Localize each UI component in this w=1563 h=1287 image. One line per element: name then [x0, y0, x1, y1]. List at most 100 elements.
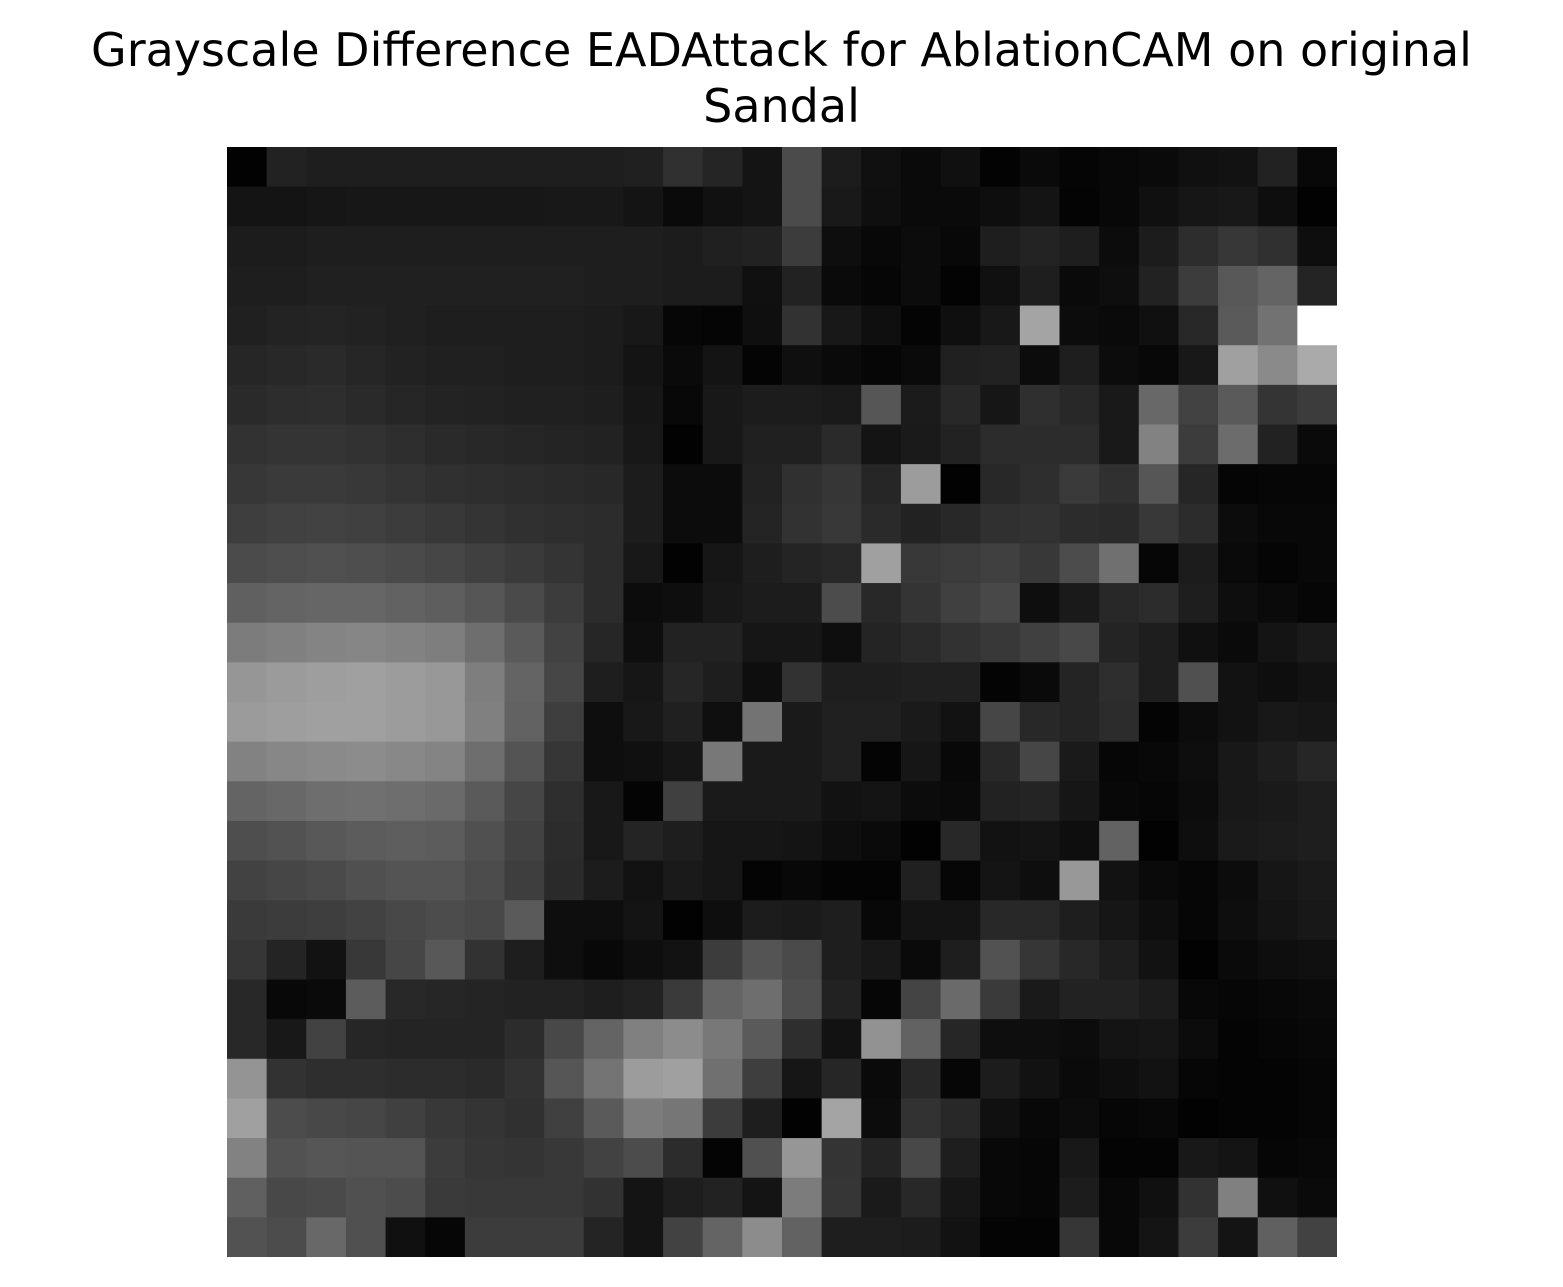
heatmap-cell-26-11 [663, 1177, 704, 1218]
heatmap-cell-21-1 [266, 979, 307, 1020]
heatmap-cell-26-24 [1178, 1177, 1219, 1218]
heatmap-cell-8-0 [227, 464, 268, 505]
heatmap-cell-9-11 [663, 503, 704, 545]
heatmap-cell-16-16 [861, 781, 902, 822]
heatmap-cell-24-8 [544, 1098, 585, 1139]
heatmap-cell-1-14 [782, 186, 823, 227]
heatmap-cell-0-15 [821, 147, 862, 188]
heatmap-cell-7-15 [821, 424, 862, 465]
heatmap-cell-19-8 [544, 900, 585, 941]
heatmap-cell-13-2 [306, 662, 347, 703]
heatmap-cell-11-5 [425, 583, 466, 624]
heatmap-cell-14-23 [1138, 702, 1180, 743]
heatmap-cell-7-6 [464, 424, 506, 465]
heatmap-cell-5-12 [702, 345, 743, 386]
heatmap-cell-26-27 [1297, 1177, 1337, 1218]
heatmap-cell-1-5 [425, 186, 466, 227]
heatmap-cell-27-12 [702, 1217, 743, 1257]
heatmap-cell-14-25 [1218, 702, 1259, 743]
heatmap-cell-23-4 [385, 1058, 426, 1100]
heatmap-cell-14-8 [544, 702, 585, 743]
heatmap-cell-14-16 [861, 702, 902, 743]
heatmap-cell-20-19 [980, 939, 1021, 981]
heatmap-cell-12-21 [1059, 622, 1100, 663]
heatmap-cell-12-16 [861, 622, 902, 663]
heatmap-cell-15-15 [821, 741, 862, 782]
heatmap-cell-8-20 [1019, 464, 1061, 505]
heatmap-cell-7-24 [1178, 424, 1219, 465]
heatmap-cell-2-24 [1178, 226, 1219, 267]
heatmap-cell-22-13 [742, 1019, 783, 1060]
heatmap-cell-6-25 [1218, 384, 1259, 426]
heatmap-cell-18-0 [227, 860, 268, 901]
heatmap-cell-21-5 [425, 979, 466, 1020]
heatmap-cell-22-17 [900, 1019, 942, 1060]
heatmap-cell-26-13 [742, 1177, 783, 1218]
heatmap-cell-14-15 [821, 702, 862, 743]
heatmap-cell-1-26 [1257, 186, 1298, 227]
heatmap-cell-2-6 [464, 226, 506, 267]
heatmap-cell-16-3 [345, 781, 387, 822]
heatmap-cell-9-26 [1257, 503, 1298, 545]
heatmap-cell-25-11 [663, 1138, 704, 1179]
heatmap-cell-20-18 [940, 939, 981, 981]
heatmap-cell-16-26 [1257, 781, 1298, 822]
heatmap-cell-10-1 [266, 543, 307, 584]
heatmap-cell-22-1 [266, 1019, 307, 1060]
heatmap-cell-20-15 [821, 939, 862, 981]
heatmap-cell-21-19 [980, 979, 1021, 1020]
heatmap-cell-20-27 [1297, 939, 1337, 981]
heatmap-cell-5-25 [1218, 345, 1259, 386]
heatmap-cell-15-1 [266, 741, 307, 782]
heatmap-cell-3-21 [1059, 265, 1100, 307]
heatmap-cell-2-17 [900, 226, 942, 267]
heatmap-cell-3-15 [821, 265, 862, 307]
heatmap-cell-11-6 [464, 583, 506, 624]
heatmap-cell-3-12 [702, 265, 743, 307]
heatmap-cell-13-26 [1257, 662, 1298, 703]
heatmap-cell-6-15 [821, 384, 862, 426]
heatmap-cell-16-5 [425, 781, 466, 822]
heatmap-cell-25-6 [464, 1138, 506, 1179]
heatmap-cell-9-22 [1099, 503, 1140, 545]
heatmap-cell-20-3 [345, 939, 387, 981]
heatmap-cell-23-14 [782, 1058, 823, 1100]
heatmap-cell-7-11 [663, 424, 704, 465]
heatmap-cell-17-17 [900, 820, 942, 862]
heatmap-cell-6-21 [1059, 384, 1100, 426]
heatmap-cell-11-15 [821, 583, 862, 624]
heatmap-cell-16-14 [782, 781, 823, 822]
heatmap-cell-0-6 [464, 147, 506, 188]
heatmap-cell-16-25 [1218, 781, 1259, 822]
heatmap-cell-13-4 [385, 662, 426, 703]
heatmap-cell-6-10 [623, 384, 664, 426]
heatmap-cell-13-5 [425, 662, 466, 703]
heatmap-cell-8-14 [782, 464, 823, 505]
heatmap-cell-8-3 [345, 464, 387, 505]
heatmap-cell-10-5 [425, 543, 466, 584]
heatmap-cell-15-9 [583, 741, 625, 782]
heatmap-cell-21-10 [623, 979, 664, 1020]
heatmap-cell-5-20 [1019, 345, 1061, 386]
heatmap-cell-5-21 [1059, 345, 1100, 386]
heatmap-cell-4-24 [1178, 305, 1219, 346]
heatmap-cell-18-25 [1218, 860, 1259, 901]
heatmap-cell-0-5 [425, 147, 466, 188]
heatmap-cell-4-4 [385, 305, 426, 346]
heatmap-cell-14-21 [1059, 702, 1100, 743]
heatmap-cell-15-12 [702, 741, 743, 782]
heatmap-cell-23-17 [900, 1058, 942, 1100]
heatmap-cell-17-11 [663, 820, 704, 862]
heatmap-cell-25-14 [782, 1138, 823, 1179]
heatmap-cell-5-24 [1178, 345, 1219, 386]
heatmap-cell-12-17 [900, 622, 942, 663]
heatmap-cell-22-22 [1099, 1019, 1140, 1060]
heatmap-cell-7-16 [861, 424, 902, 465]
heatmap-cell-4-14 [782, 305, 823, 346]
heatmap-cell-19-0 [227, 900, 268, 941]
heatmap-cell-24-7 [504, 1098, 545, 1139]
heatmap-cell-9-8 [544, 503, 585, 545]
heatmap-cell-23-20 [1019, 1058, 1061, 1100]
heatmap-cell-27-15 [821, 1217, 862, 1257]
heatmap-cell-14-3 [345, 702, 387, 743]
